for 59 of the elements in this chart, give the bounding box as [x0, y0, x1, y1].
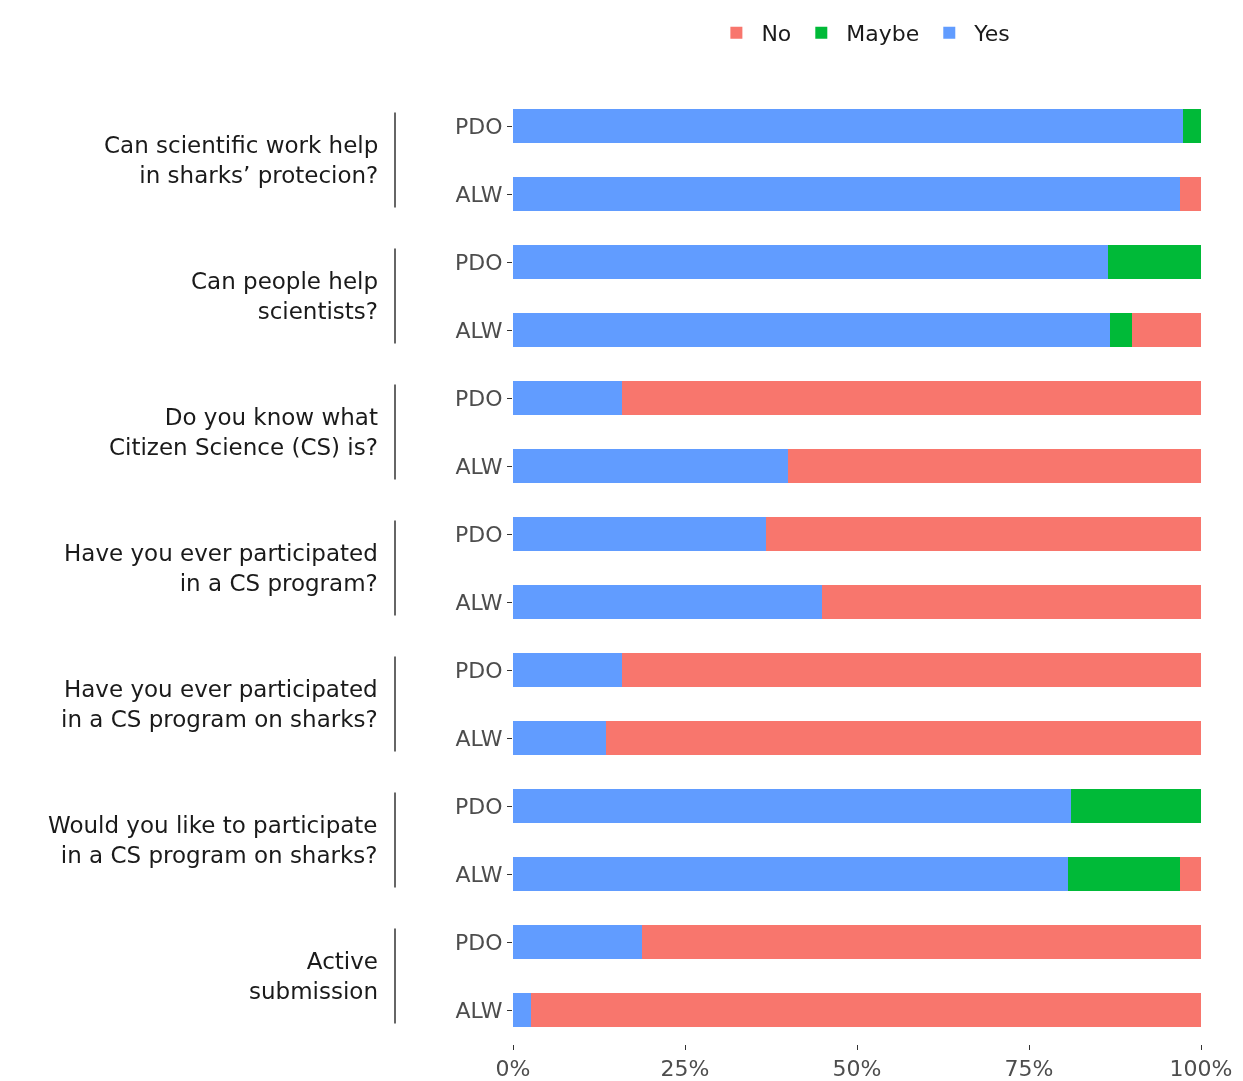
- bar: [513, 653, 622, 687]
- bar: [513, 585, 822, 619]
- bar: [1108, 245, 1201, 279]
- x-tick-label: 25%: [660, 1056, 710, 1081]
- y-tick-label: ALW: [455, 725, 503, 751]
- text: Have you ever participated in a CS program?: [64, 540, 378, 596]
- y-tick-label: ALW: [455, 861, 503, 887]
- text: Do you know what Citizen Science (CS) is?: [109, 404, 378, 460]
- x-tick-label: 75%: [1004, 1056, 1054, 1081]
- legend-label: No: [761, 21, 792, 47]
- text: Can people help scientists?: [191, 268, 379, 324]
- y-tick-label: PDO: [455, 385, 503, 411]
- y-tick-label: PDO: [455, 657, 503, 683]
- y-tick-label: PDO: [455, 249, 503, 275]
- bar: [513, 857, 1069, 891]
- text: Can scientific work help in sharks’ protecion?: [104, 132, 379, 188]
- bar: [513, 789, 1071, 823]
- bar: [1068, 857, 1181, 891]
- x-tick-label: 100%: [1169, 1056, 1233, 1081]
- bar: [513, 721, 606, 755]
- bar: [1183, 109, 1201, 143]
- x-tick-label: 0%: [495, 1056, 531, 1081]
- bar: [513, 449, 789, 483]
- y-tick-label: PDO: [455, 521, 503, 547]
- y-tick-label: PDO: [455, 929, 503, 955]
- bar: [766, 517, 1201, 551]
- bar: [1070, 789, 1201, 823]
- bar: [513, 245, 1109, 279]
- legend-label: Maybe: [846, 21, 920, 47]
- bar: [513, 925, 643, 959]
- y-tick-label: ALW: [455, 453, 503, 479]
- bar: [642, 925, 1201, 959]
- bar: [1110, 313, 1133, 347]
- bar: [513, 993, 531, 1027]
- y-tick-label: ALW: [455, 317, 503, 343]
- bar: [513, 313, 1111, 347]
- bar: [621, 653, 1201, 687]
- bar: [513, 381, 622, 415]
- bar: [1132, 313, 1201, 347]
- y-tick-label: PDO: [455, 113, 503, 139]
- bar: [1179, 177, 1201, 211]
- text: Active submission: [249, 948, 378, 1004]
- y-tick-label: PDO: [455, 793, 503, 819]
- bar: [513, 109, 1184, 143]
- bar: [1180, 857, 1201, 891]
- bar: [513, 177, 1180, 211]
- y-tick-label: ALW: [455, 181, 503, 207]
- x-tick-label: 50%: [832, 1056, 882, 1081]
- legend-label: Yes: [973, 21, 1010, 47]
- bar: [821, 585, 1201, 619]
- bar: [621, 381, 1201, 415]
- bar: [513, 517, 767, 551]
- y-tick-label: ALW: [455, 589, 503, 615]
- text: Would you like to participate in a CS program on sharks?: [48, 812, 378, 868]
- bar: [530, 993, 1201, 1027]
- text: Have you ever participated in a CS program on sharks?: [61, 676, 378, 732]
- y-tick-label: ALW: [455, 997, 503, 1023]
- bar: [605, 721, 1201, 755]
- bar: [788, 449, 1201, 483]
